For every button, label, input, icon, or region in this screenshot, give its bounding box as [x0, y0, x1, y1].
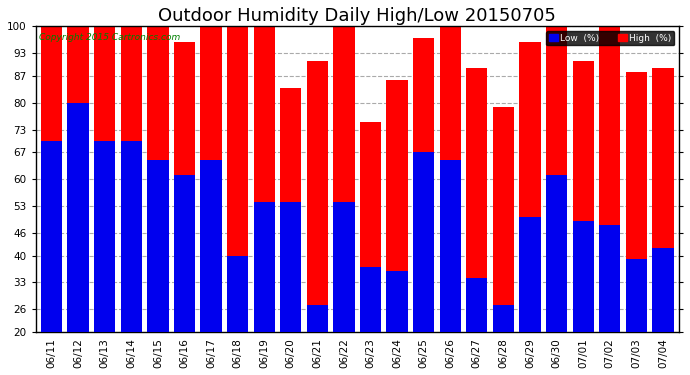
Legend: Low  (%), High  (%): Low (%), High (%) — [546, 31, 674, 45]
Bar — [174, 42, 195, 375]
Bar — [307, 305, 328, 375]
Text: Copyright 2015 Cartronics.com: Copyright 2015 Cartronics.com — [39, 33, 180, 42]
Bar — [360, 267, 381, 375]
Bar — [200, 27, 221, 375]
Bar — [520, 42, 541, 375]
Bar — [493, 305, 514, 375]
Bar — [652, 248, 673, 375]
Bar — [41, 141, 62, 375]
Bar — [573, 221, 594, 375]
Bar — [520, 217, 541, 375]
Bar — [94, 141, 115, 375]
Bar — [253, 27, 275, 375]
Bar — [386, 80, 408, 375]
Bar — [41, 27, 62, 375]
Bar — [227, 256, 248, 375]
Bar — [626, 72, 647, 375]
Bar — [599, 27, 620, 375]
Bar — [573, 61, 594, 375]
Bar — [121, 27, 142, 375]
Bar — [546, 27, 567, 375]
Bar — [280, 202, 302, 375]
Bar — [466, 69, 488, 375]
Bar — [599, 225, 620, 375]
Title: Outdoor Humidity Daily High/Low 20150705: Outdoor Humidity Daily High/Low 20150705 — [158, 7, 556, 25]
Bar — [546, 176, 567, 375]
Bar — [174, 176, 195, 375]
Bar — [253, 202, 275, 375]
Bar — [227, 27, 248, 375]
Bar — [147, 160, 168, 375]
Bar — [68, 27, 89, 375]
Bar — [466, 279, 488, 375]
Bar — [147, 27, 168, 375]
Bar — [280, 88, 302, 375]
Bar — [68, 103, 89, 375]
Bar — [413, 153, 434, 375]
Bar — [333, 27, 355, 375]
Bar — [440, 27, 461, 375]
Bar — [333, 202, 355, 375]
Bar — [626, 260, 647, 375]
Bar — [360, 122, 381, 375]
Bar — [493, 106, 514, 375]
Bar — [121, 141, 142, 375]
Bar — [652, 69, 673, 375]
Bar — [413, 38, 434, 375]
Bar — [440, 160, 461, 375]
Bar — [200, 160, 221, 375]
Bar — [94, 27, 115, 375]
Bar — [307, 61, 328, 375]
Bar — [386, 271, 408, 375]
